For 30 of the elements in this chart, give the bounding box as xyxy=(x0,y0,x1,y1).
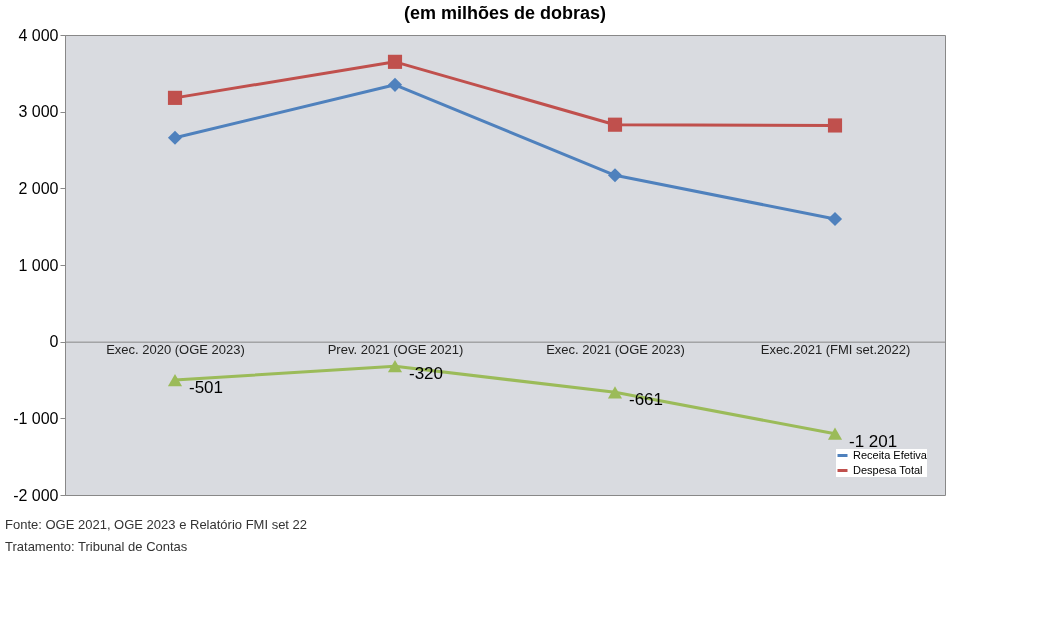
point xyxy=(387,77,403,92)
legend-label: Despesa Total xyxy=(853,463,923,476)
point xyxy=(387,54,403,69)
x-tick-label: Exec. 2020 (OGE 2023) xyxy=(106,342,245,358)
x-tick-label: Exec. 2021 (OGE 2023) xyxy=(546,342,685,358)
point xyxy=(827,427,843,440)
point xyxy=(607,168,623,183)
legend-label: Receita Efetiva xyxy=(853,448,928,461)
data-label: -501 xyxy=(189,378,224,398)
y-tick-label: -2 000 xyxy=(13,486,59,504)
point xyxy=(167,373,183,387)
point xyxy=(827,211,843,227)
chart-title: (em milhões de dobras) xyxy=(403,3,607,23)
y-tick-label: 0 xyxy=(49,333,59,351)
data-label: -1 201 xyxy=(849,431,898,451)
point xyxy=(607,386,623,399)
point xyxy=(387,360,403,373)
point xyxy=(167,130,183,145)
y-tick-label: 4 000 xyxy=(18,26,59,44)
x-tick-label: Prev. 2021 (OGE 2021) xyxy=(327,342,464,358)
y-tick-label: 3 000 xyxy=(18,103,59,121)
y-tick-label: 2 000 xyxy=(18,179,59,197)
text: Tratamento: Tribunal de Contas xyxy=(5,539,188,554)
point xyxy=(827,118,843,133)
source-note: Fonte: OGE 2021, OGE 2023 e Relatório FMI set 22 xyxy=(5,517,308,532)
point xyxy=(167,90,183,105)
point xyxy=(607,117,623,132)
x-tick-label: Exec.2021 (FMI set.2022) xyxy=(760,342,911,358)
y-tick-label: -1 000 xyxy=(13,409,59,427)
y-tick-label: 1 000 xyxy=(18,256,59,274)
